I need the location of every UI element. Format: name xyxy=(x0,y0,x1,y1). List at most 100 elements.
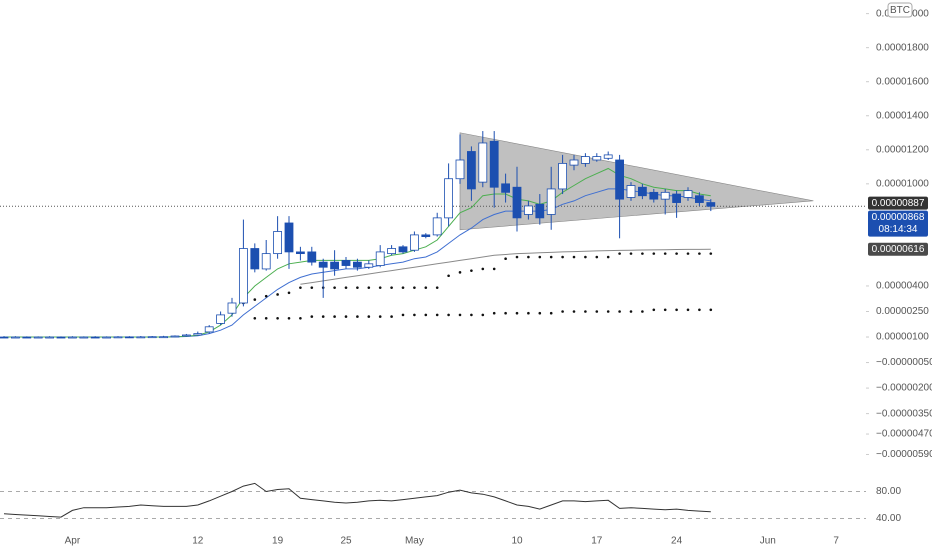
candle-body xyxy=(90,336,100,339)
candle-body xyxy=(489,140,499,188)
y-tick-label: 0.00000100 xyxy=(876,332,929,343)
indicator-dot xyxy=(321,315,325,318)
candle-body xyxy=(615,159,624,200)
indicator-dot xyxy=(515,311,519,315)
candle-body xyxy=(341,260,351,266)
indicator-dot xyxy=(561,255,564,259)
indicator-dot xyxy=(504,257,507,261)
candle-body xyxy=(273,231,283,255)
candle-body xyxy=(706,202,716,207)
price-label-box xyxy=(868,210,928,237)
y-tick-label: 0.00000400 xyxy=(876,281,929,292)
indicator-dot xyxy=(481,313,485,317)
indicator-dot xyxy=(606,310,610,313)
rsi-tick-label: 40.00 xyxy=(876,513,901,524)
indicator-dot xyxy=(276,293,279,296)
indicator-dot xyxy=(287,291,291,295)
indicator-dot xyxy=(538,311,542,315)
y-tick-label: 0.00000250 xyxy=(876,306,929,317)
y-tick-label: −0.00000470 xyxy=(876,429,932,440)
indicator-dot xyxy=(356,315,359,318)
indicator-dot xyxy=(641,310,644,313)
y-tick-label: 0.00001400 xyxy=(876,110,929,121)
candle-body xyxy=(501,183,511,193)
indicator-dot xyxy=(264,316,268,320)
x-tick-label: 25 xyxy=(340,536,352,547)
indicator-dot xyxy=(447,313,450,317)
indicator-dot xyxy=(641,252,644,255)
price-label: 0.00000887 xyxy=(868,196,928,210)
candle-body xyxy=(638,186,647,197)
indicator-dot xyxy=(584,255,587,259)
indicator-dot xyxy=(458,313,462,317)
candle-body xyxy=(204,326,214,333)
candle-body xyxy=(193,333,203,336)
indicator-dot xyxy=(333,315,336,318)
candle-body xyxy=(626,185,636,198)
y-tick-label: 0.00001200 xyxy=(876,144,929,155)
candle-body xyxy=(330,261,340,270)
indicator-dot xyxy=(276,316,279,320)
indicator-dot xyxy=(492,267,496,271)
indicator-dot xyxy=(378,286,382,289)
candle-body xyxy=(603,154,613,159)
indicator-dot xyxy=(367,315,371,318)
indicator-dot xyxy=(447,274,450,278)
candle-body xyxy=(546,188,556,215)
indicator-dot xyxy=(481,267,485,271)
indicator-dot xyxy=(686,252,690,255)
indicator-dot xyxy=(618,252,621,255)
price-label-text: 0.00000868 xyxy=(872,212,925,223)
indicator-dot xyxy=(595,310,599,313)
indicator-dot xyxy=(356,286,359,289)
candle-body xyxy=(364,263,374,268)
candle-body xyxy=(159,336,169,339)
candle-body xyxy=(581,156,590,164)
price-label-box xyxy=(868,196,928,210)
indicator-dot xyxy=(675,308,678,312)
candle-body xyxy=(375,251,385,266)
candle-body xyxy=(672,193,681,203)
candle-body xyxy=(649,191,659,200)
y-tick-label: 0.00001800 xyxy=(876,42,929,53)
candle-body xyxy=(569,159,579,166)
candle-body xyxy=(444,178,454,219)
indicator-dot xyxy=(390,315,393,318)
indicator-dot xyxy=(584,310,587,313)
price-label-box xyxy=(868,242,928,256)
indicator-dot xyxy=(264,294,268,298)
candle-body xyxy=(227,302,237,314)
x-tick-label: 7 xyxy=(833,536,839,547)
indicator-dot xyxy=(492,311,496,315)
indicator-dot xyxy=(413,313,416,317)
candle-body xyxy=(68,336,77,339)
candle-body xyxy=(56,336,66,339)
indicator-dot xyxy=(333,286,336,289)
indicator-dot xyxy=(344,315,348,318)
indicator-dot xyxy=(504,311,507,315)
indicator-dot xyxy=(299,286,302,289)
candle-body xyxy=(466,151,476,190)
indicator-dot xyxy=(652,308,656,312)
candle-body xyxy=(318,261,328,268)
indicator-dot xyxy=(572,255,576,259)
indicator-dot xyxy=(424,313,428,317)
candle-body xyxy=(33,336,43,339)
candle-body xyxy=(261,253,271,270)
indicator-dot xyxy=(618,310,621,313)
candle-body xyxy=(181,334,191,337)
candle-body xyxy=(125,336,134,339)
candle-body xyxy=(216,314,226,324)
indicator-dot xyxy=(527,311,530,315)
candle-body xyxy=(478,142,488,183)
candle-body xyxy=(535,203,545,219)
indicator-dot xyxy=(287,316,291,320)
indicator-dot xyxy=(549,311,553,315)
x-tick-label: Jun xyxy=(760,536,776,547)
y-tick-label: −0.00000590 xyxy=(876,449,932,460)
indicator-dot xyxy=(606,255,610,259)
indicator-dot xyxy=(572,310,576,313)
price-label-text: 0.00000616 xyxy=(872,244,925,255)
